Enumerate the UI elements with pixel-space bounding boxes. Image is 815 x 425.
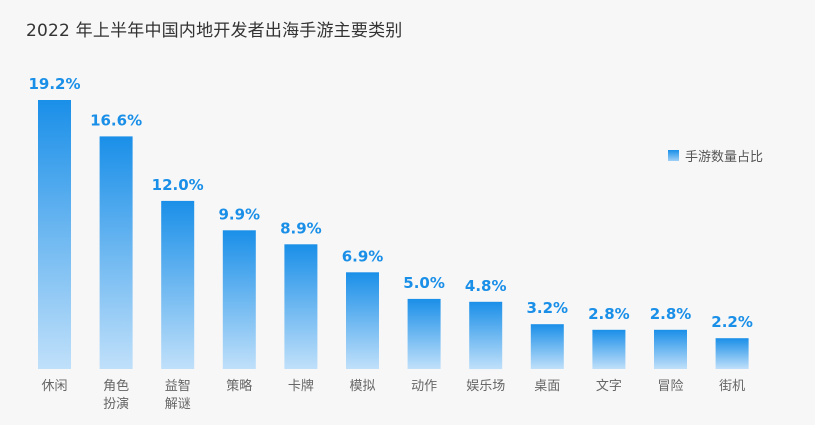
data-label-5: 6.9% xyxy=(342,247,384,265)
tick-label-2: 益智解谜 xyxy=(165,379,191,412)
data-label-2: 12.0% xyxy=(152,176,204,194)
bar-9 xyxy=(592,329,626,369)
tick-label-11: 街机 xyxy=(719,379,745,394)
tick-label-4: 卡牌 xyxy=(288,378,314,394)
tick-label-7: 娱乐场 xyxy=(466,379,505,394)
data-label-9: 2.8% xyxy=(588,305,630,323)
chart-title: 2022 年上半年中国内地开发者出海手游主要类别 xyxy=(26,21,403,41)
bar-10 xyxy=(654,329,687,369)
legend: 手游数量占比 xyxy=(668,146,763,165)
bar-4 xyxy=(284,244,318,369)
tick-label-8: 桌面 xyxy=(534,379,560,394)
tick-label-1: 角色扮演 xyxy=(103,378,129,412)
bar-6 xyxy=(407,298,441,369)
data-label-1: 16.6% xyxy=(90,111,142,129)
bar-1 xyxy=(99,136,133,369)
bar-5 xyxy=(346,272,379,369)
bar-0 xyxy=(38,100,71,369)
data-label-10: 2.8% xyxy=(650,305,692,323)
tick-label-0: 休闲 xyxy=(41,379,67,394)
bar-2 xyxy=(161,200,195,369)
data-label-0: 19.2% xyxy=(28,75,80,93)
bar-11 xyxy=(715,338,749,369)
data-label-8: 3.2% xyxy=(526,299,568,317)
bar-7 xyxy=(469,301,503,370)
legend-swatch xyxy=(668,150,679,161)
data-label-3: 9.9% xyxy=(218,205,260,223)
data-label-6: 5.0% xyxy=(403,274,445,292)
tick-label-9: 文字 xyxy=(596,379,622,394)
bar-8 xyxy=(530,324,564,369)
tick-label-10: 冒险 xyxy=(657,379,683,394)
data-label-11: 2.2% xyxy=(711,313,753,331)
data-label-7: 4.8% xyxy=(465,277,507,295)
data-label-4: 8.9% xyxy=(280,219,322,237)
legend-label: 手游数量占比 xyxy=(685,150,764,165)
bar-3 xyxy=(222,230,256,369)
tick-label-6: 动作 xyxy=(411,379,437,394)
tick-label-3: 策略 xyxy=(226,378,252,394)
tick-label-5: 模拟 xyxy=(349,379,375,394)
